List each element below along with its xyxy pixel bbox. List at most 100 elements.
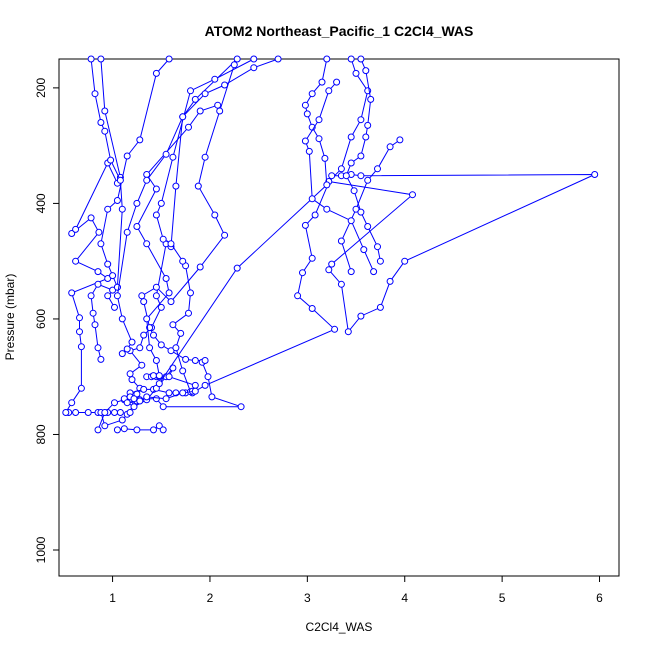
data-point <box>201 381 209 389</box>
data-point <box>95 228 103 236</box>
data-point <box>123 152 131 160</box>
data-point <box>374 165 381 173</box>
data-point <box>301 221 309 229</box>
data-point <box>177 329 185 337</box>
data-point <box>140 331 148 339</box>
data-point <box>360 246 368 254</box>
data-point <box>91 321 99 329</box>
data-point <box>116 176 124 184</box>
series <box>301 78 378 276</box>
data-point <box>357 312 365 320</box>
data-point <box>211 75 219 83</box>
data-point <box>140 298 148 306</box>
y-axis: 200 400 600 800 1000 <box>34 78 60 563</box>
data-point <box>191 357 199 364</box>
data-point <box>357 172 365 180</box>
data-point <box>143 240 151 248</box>
data-point <box>237 403 245 411</box>
y-tick-label: 600 <box>34 309 48 329</box>
data-point <box>357 55 365 63</box>
x-axis-label: C2Cl4_WAS <box>306 620 373 634</box>
data-point <box>152 185 160 193</box>
data-point <box>94 344 102 352</box>
data-point <box>315 116 323 124</box>
data-point <box>179 367 187 375</box>
data-point <box>138 361 146 369</box>
data-point <box>233 264 241 272</box>
data-point <box>308 305 316 312</box>
data-point <box>126 409 134 416</box>
data-point <box>143 176 151 184</box>
data-point <box>321 154 329 162</box>
data-point <box>162 150 170 158</box>
data-point <box>233 55 241 63</box>
data-point <box>152 395 160 403</box>
data-point <box>113 292 121 300</box>
x-tick-label: 6 <box>596 591 603 605</box>
data-point <box>72 409 80 416</box>
data-point <box>167 240 175 248</box>
data-point <box>230 61 238 69</box>
data-point <box>87 292 95 300</box>
data-point <box>150 426 157 434</box>
data-point <box>113 426 121 434</box>
y-tick-label: 200 <box>34 78 48 98</box>
data-point <box>591 171 599 178</box>
data-point <box>72 257 80 265</box>
data-point <box>299 269 306 277</box>
data-point <box>337 165 345 173</box>
data-point <box>169 321 177 329</box>
data-point <box>409 191 416 199</box>
data-point <box>362 67 370 75</box>
data-point <box>347 217 355 225</box>
data-point <box>191 381 199 389</box>
data-point <box>179 113 187 121</box>
data-point <box>155 380 163 388</box>
data-point <box>87 214 95 222</box>
series <box>120 55 258 403</box>
data-point <box>347 133 355 141</box>
data-point <box>376 257 384 265</box>
data-point <box>308 195 316 203</box>
y-axis-label: Pressure (mbar) <box>3 274 17 361</box>
x-tick-label: 3 <box>304 591 311 605</box>
data-point <box>138 292 146 300</box>
data-point <box>118 205 126 213</box>
data-point <box>150 372 157 380</box>
data-point <box>159 403 167 411</box>
data-point <box>208 393 216 401</box>
data-point <box>94 280 102 288</box>
data-point <box>386 277 394 285</box>
data-point <box>109 272 117 280</box>
data-point <box>68 399 76 407</box>
data-point <box>118 350 126 358</box>
data-point <box>196 263 204 271</box>
data-point <box>118 315 126 323</box>
x-tick-label: 5 <box>499 591 506 605</box>
data-point <box>101 422 109 430</box>
data-point <box>97 240 105 248</box>
data-point <box>128 338 136 346</box>
data-point <box>347 268 355 276</box>
data-point <box>68 230 76 237</box>
data-point <box>136 344 144 352</box>
data-point <box>337 237 345 245</box>
data-point <box>308 90 316 98</box>
data-point <box>123 399 131 407</box>
data-point <box>120 425 128 433</box>
data-point <box>211 211 219 219</box>
data-point <box>133 199 141 207</box>
data-point <box>376 303 384 311</box>
data-point <box>167 298 175 306</box>
data-point <box>201 153 209 161</box>
data-point <box>87 55 95 63</box>
data-point <box>84 409 92 416</box>
data-point <box>118 416 126 424</box>
data-point <box>159 426 167 434</box>
series-line <box>116 58 279 354</box>
data-point <box>344 328 352 336</box>
data-point <box>113 197 121 204</box>
data-point <box>191 95 199 103</box>
data-point <box>77 343 85 351</box>
